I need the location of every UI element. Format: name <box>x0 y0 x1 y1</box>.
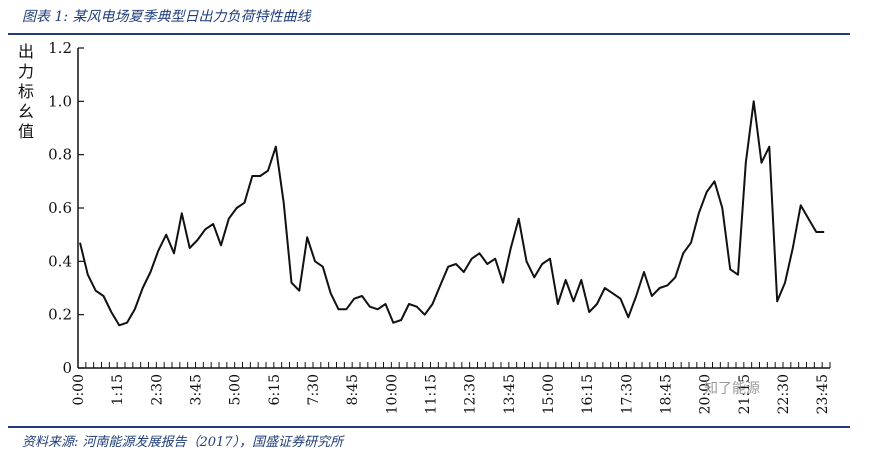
y-tick-label: 0.2 <box>48 306 72 324</box>
x-tick-label: 6:15 <box>267 374 283 405</box>
source-note: 资料来源: 河南能源发展报告（2017），国盛证券研究所 <box>22 435 344 450</box>
series-line <box>79 100 825 327</box>
y-tick-label: 1.2 <box>48 39 72 57</box>
watermark: 知了能源 <box>704 381 760 397</box>
x-tick-label: 12:30 <box>463 374 479 414</box>
x-tick-label: 11:15 <box>424 374 440 414</box>
x-tick-label: 3:45 <box>189 374 205 405</box>
x-tick-label: 16:15 <box>580 374 596 414</box>
x-tick-label: 17:30 <box>619 374 635 414</box>
x-tick-label: 22:30 <box>776 374 792 414</box>
top-rule <box>8 33 850 35</box>
x-tick-label: 0:00 <box>71 374 87 405</box>
x-tick-label: 8:45 <box>345 374 361 405</box>
figure-caption: 图表 1: 某风电场夏季典型日出力负荷特性曲线 <box>22 9 311 25</box>
y-tick-label: 1.0 <box>48 92 72 110</box>
y-axis-label: 出力标幺值 <box>18 42 35 141</box>
x-tick-label: 10:00 <box>384 374 400 414</box>
x-tick-label: 1:15 <box>110 374 126 405</box>
y-tick-label: 0.8 <box>48 146 72 164</box>
x-tick-label: 20:00 <box>698 374 714 414</box>
y-tick-label: 0 <box>62 359 72 377</box>
x-tick-label: 15:00 <box>541 374 557 414</box>
y-tick-label: 0.4 <box>48 252 72 270</box>
x-tick-label: 13:45 <box>502 374 518 414</box>
x-tick-label: 2:30 <box>149 374 165 405</box>
x-tick-label: 21:15 <box>737 374 753 414</box>
y-tick-label: 0.6 <box>48 199 72 217</box>
bottom-rule <box>8 426 850 428</box>
x-tick-label: 18:45 <box>659 374 675 414</box>
x-tick-label: 5:00 <box>228 374 244 405</box>
x-tick-label: 7:30 <box>306 374 322 405</box>
x-tick-label: 23:45 <box>815 374 831 414</box>
